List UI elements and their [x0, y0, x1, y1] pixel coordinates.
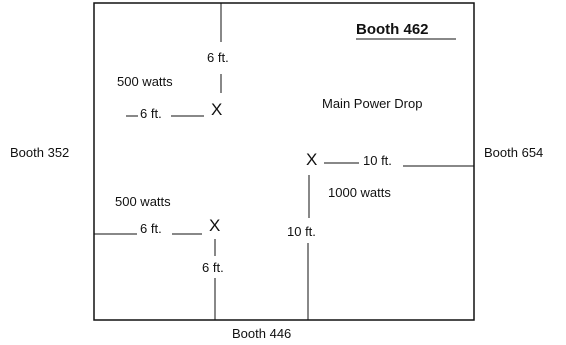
top-left-drop-watts: 500 watts — [117, 74, 173, 89]
booth-right-label: Booth 654 — [484, 145, 543, 160]
right-drop-horizontal-distance: 10 ft. — [363, 153, 392, 168]
right-drop-vertical-distance: 10 ft. — [287, 224, 316, 239]
top-left-drop-marker: X — [211, 100, 222, 119]
bottom-left-drop-watts: 500 watts — [115, 194, 171, 209]
top-left-drop-vertical-distance: 6 ft. — [207, 50, 229, 65]
bottom-left-drop-vertical-distance: 6 ft. — [202, 260, 224, 275]
right-drop-watts: 1000 watts — [328, 185, 391, 200]
bottom-left-drop-horizontal-distance: 6 ft. — [140, 221, 162, 236]
bottom-left-drop-marker: X — [209, 216, 220, 235]
booth-left-label: Booth 352 — [10, 145, 69, 160]
booth-bottom-label: Booth 446 — [232, 326, 291, 341]
booth-outline — [93, 2, 475, 321]
main-power-drop-label: Main Power Drop — [322, 96, 422, 111]
top-left-drop-horizontal-distance: 6 ft. — [140, 106, 162, 121]
booth-title: Booth 462 — [356, 21, 429, 38]
right-drop-marker: X — [306, 150, 317, 169]
